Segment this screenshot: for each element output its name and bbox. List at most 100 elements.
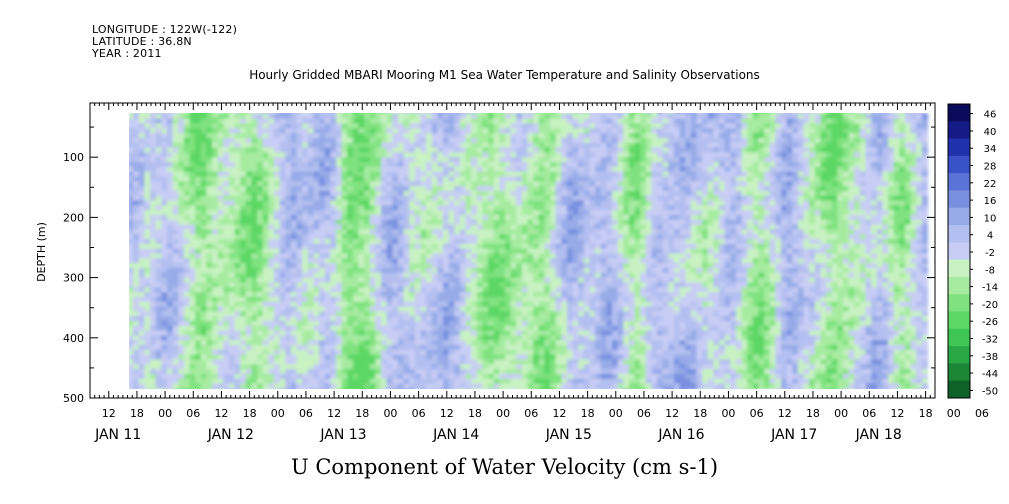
heatmap-cell [206,330,213,336]
heatmap-cell [335,190,343,197]
heatmap-cell [493,354,500,361]
heatmap-cell [420,243,427,250]
heatmap-cell [589,248,596,255]
heatmap-cell [403,210,410,216]
heatmap-cell [555,157,562,163]
heatmap-cell [279,243,286,250]
heatmap-cell [133,364,140,370]
heatmap-cell [206,378,213,385]
heatmap-cell [352,311,360,317]
heatmap-cell [245,306,253,312]
heatmap-cell [195,369,202,375]
heatmap-cell [274,243,281,250]
heatmap-cell [150,335,157,341]
heatmap-cell [538,157,546,163]
heatmap-cell [245,195,253,202]
heatmap-cell [420,378,427,385]
heatmap-cell [223,253,230,259]
heatmap-cell [459,320,467,327]
heatmap-cell [375,162,382,168]
heatmap-cell [319,263,326,269]
heatmap-cell [550,287,557,293]
heatmap-cell [555,176,562,182]
heatmap-cell [234,190,241,197]
heatmap-cell [381,325,388,332]
heatmap-cell [454,311,461,317]
heatmap-cell [195,263,202,269]
heatmap-cell [217,378,224,385]
heatmap-cell [527,128,534,134]
heatmap-cell [504,263,512,269]
heatmap-cell [138,214,146,221]
heatmap-cell [324,335,331,341]
heatmap-cell [161,186,168,192]
heatmap-cell [290,258,298,264]
heatmap-cell [262,296,269,303]
heatmap-cell [426,320,433,327]
heatmap-cell [392,166,399,173]
heatmap-cell [482,243,489,250]
heatmap-cell [488,263,495,269]
heatmap-cell [290,152,298,158]
heatmap-cell [129,272,134,279]
heatmap-cell [459,210,467,216]
heatmap-cell [386,162,393,168]
heatmap-cell [443,243,450,250]
heatmap-cell [443,147,450,153]
heatmap-cell [499,292,506,298]
heatmap-cell [133,263,140,269]
heatmap-cell [595,123,602,129]
heatmap-cell [375,152,382,158]
heatmap-cell [555,292,562,298]
heatmap-cell [313,292,320,298]
heatmap-cell [426,214,433,221]
heatmap-cell [212,253,219,259]
heatmap-cell [392,137,399,144]
heatmap-cell [212,224,219,231]
heatmap-cell [589,306,596,312]
heatmap-cell [228,378,236,385]
heatmap-cell [364,388,371,389]
heatmap-cell [386,123,393,129]
heatmap-cell [476,373,484,380]
heatmap-cell [583,239,591,245]
heatmap-cell [268,349,275,356]
heatmap-cell [476,378,484,385]
heatmap-cell [228,253,236,259]
heatmap-cell [471,373,478,380]
heatmap-cell [228,335,236,341]
heatmap-cell [448,133,455,139]
heatmap-cell [223,354,230,361]
heatmap-cell [347,369,354,375]
heatmap-cell [420,113,427,120]
heatmap-cell [533,171,540,178]
heatmap-cell [172,292,179,298]
heatmap-cell [516,354,523,361]
heatmap-cell [595,258,602,264]
heatmap-cell [392,210,399,216]
heatmap-cell [358,248,365,255]
heatmap-cell [476,113,484,120]
heatmap-cell [223,147,230,153]
heatmap-cell [431,219,438,226]
heatmap-cell [178,162,185,168]
heatmap-cell [504,282,512,288]
heatmap-cell [583,123,591,129]
heatmap-cell [459,306,467,312]
heatmap-cell [352,349,360,356]
heatmap-cell [166,166,174,173]
heatmap-cell [533,200,540,206]
heatmap-cell [476,263,484,269]
heatmap-cell [262,292,269,298]
heatmap-cell [471,248,478,255]
heatmap-cell [234,335,241,341]
heatmap-cell [381,113,388,120]
heatmap-cell [285,354,292,361]
heatmap-cell [234,388,241,389]
heatmap-cell [488,166,495,173]
heatmap-cell [527,214,534,221]
heatmap-cell [482,287,489,293]
heatmap-cell [431,118,438,125]
heatmap-cell [285,171,292,178]
heatmap-cell [183,128,191,134]
